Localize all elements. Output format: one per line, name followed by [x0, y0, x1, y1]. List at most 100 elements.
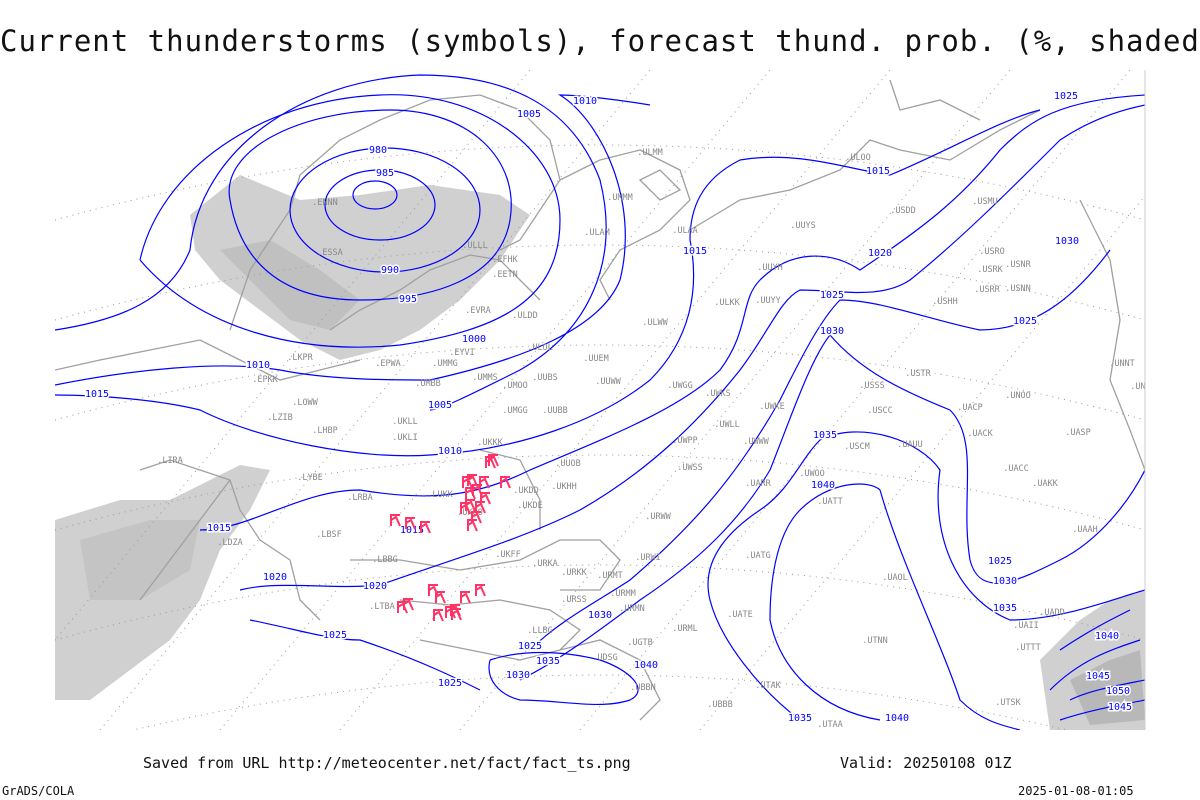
station-label: .UTNN — [862, 636, 888, 646]
station-label: .UUEM — [583, 354, 609, 364]
isobar-label: 1030 — [506, 670, 530, 681]
station-label: .URWW — [645, 512, 671, 522]
coastline — [559, 149, 691, 301]
station-label: .URKK — [561, 568, 587, 578]
isobar — [707, 431, 1145, 721]
coastline — [689, 109, 1041, 231]
isobar-labels: 980 985 990 995 1000 1005 1005 1010 1010 1010 1015… — [83, 90, 1133, 726]
chart-title: Current thunderstorms (symbols), forecas… — [0, 24, 1200, 58]
station-label: .UKLL — [392, 417, 418, 427]
coastline — [229, 174, 301, 331]
isobar-label: 1045 — [1086, 671, 1110, 682]
station-label: .ULWW — [642, 318, 668, 328]
station-label: .UKLI — [392, 433, 418, 443]
isobar — [199, 94, 1145, 531]
station-label: .UKKK — [477, 438, 503, 448]
thunderstorm-symbol — [465, 487, 476, 500]
probability-area — [190, 175, 530, 360]
station-label: .UTAA — [817, 720, 843, 730]
isobar — [55, 74, 607, 411]
station-label: .UTSK — [995, 698, 1021, 708]
station-label: .USMU — [972, 197, 998, 207]
station-label: .UUYY — [755, 296, 781, 306]
station-label: .UWOO — [799, 469, 825, 479]
thunderstorm-symbol — [480, 492, 491, 505]
station-label: .USRK — [977, 265, 1003, 275]
station-label: .LYBE — [297, 473, 323, 483]
station-label: .UUYS — [790, 221, 816, 231]
station-label: .USTR — [905, 369, 931, 379]
isobar-label: 1015 — [85, 389, 109, 400]
isobar-label: 1020 — [263, 572, 287, 583]
isobar-label: 1050 — [1106, 686, 1130, 697]
isobar-label: 1010 — [246, 360, 270, 371]
isobar-label: 1035 — [993, 603, 1017, 614]
isobar-label: 1005 — [428, 400, 452, 411]
isobar — [352, 180, 398, 210]
isobars — [55, 74, 1145, 730]
thunderstorm-symbol — [500, 476, 511, 489]
coastline — [299, 94, 561, 251]
station-label: .UBBN — [630, 683, 656, 693]
station-label: .UWWW — [743, 437, 769, 447]
station-label: .UARR — [745, 479, 771, 489]
station-label: .UGTB — [627, 638, 653, 648]
station-label: .UUOB — [555, 459, 581, 469]
isobar-label: 1025 — [820, 290, 844, 301]
station-label: .URML — [672, 624, 698, 634]
station-label: .URWI — [635, 553, 661, 563]
station-label: .UAII — [1013, 621, 1039, 631]
station-label: .LOWW — [292, 398, 318, 408]
isobar — [289, 147, 481, 273]
station-label: .ESSA — [317, 248, 343, 258]
software-credit: GrADS/COLA — [2, 784, 75, 798]
station-label: .USCM — [844, 442, 870, 452]
isobar — [1049, 609, 1145, 721]
isobar — [249, 249, 1111, 691]
station-label: .UMOO — [502, 381, 528, 391]
station-label: .USNN — [1005, 284, 1031, 294]
station-label: .UACC — [1003, 464, 1029, 474]
station-label: .UWSS — [677, 463, 703, 473]
station-label: .USNR — [1005, 260, 1031, 270]
station-label: .UASP — [1065, 428, 1091, 438]
isobar-label: 1010 — [438, 446, 462, 457]
thunderstorm-symbol — [451, 608, 462, 621]
coastline — [139, 479, 231, 601]
station-label: .ULOO — [845, 153, 871, 163]
thunderstorm-symbol — [475, 584, 486, 597]
station-label: .UAKK — [1032, 479, 1058, 489]
station-label: .URMN — [619, 604, 645, 614]
station-label: .EVRA — [465, 306, 491, 316]
station-label: .UMMS — [472, 373, 498, 383]
station-label: .ULOL — [527, 343, 553, 353]
isobar — [324, 169, 436, 241]
station-label: .USDD — [890, 206, 916, 216]
station-label: .UUBB — [542, 406, 568, 416]
station-label: .ENNN — [312, 198, 338, 208]
station-label: .UAOL — [882, 573, 908, 583]
isobar-label: 985 — [376, 168, 394, 179]
coastline — [329, 254, 541, 331]
station-label: .UNNT — [1109, 359, 1135, 369]
coastline — [1079, 199, 1145, 471]
station-label: .USRO — [979, 247, 1005, 257]
station-label: .ULMM — [637, 148, 663, 158]
coastline — [559, 639, 661, 721]
coastline — [638, 169, 682, 201]
station-label: .LDZA — [217, 538, 243, 548]
station-label: .UMBB — [415, 379, 441, 389]
station-label: .UATE — [727, 610, 753, 620]
isobar-label: 1015 — [683, 246, 707, 257]
thunderstorm-symbol — [460, 591, 471, 604]
thunderstorm-symbol — [390, 514, 401, 527]
isobar-label: 1040 — [634, 660, 658, 671]
station-label: .UACP — [957, 403, 983, 413]
coastline — [889, 79, 981, 121]
coastline — [139, 459, 321, 621]
station-label: .EPWA — [375, 359, 401, 369]
isobar-label: 1025 — [438, 678, 462, 689]
isobar-label: 1010 — [573, 96, 597, 107]
coastline — [399, 599, 582, 661]
